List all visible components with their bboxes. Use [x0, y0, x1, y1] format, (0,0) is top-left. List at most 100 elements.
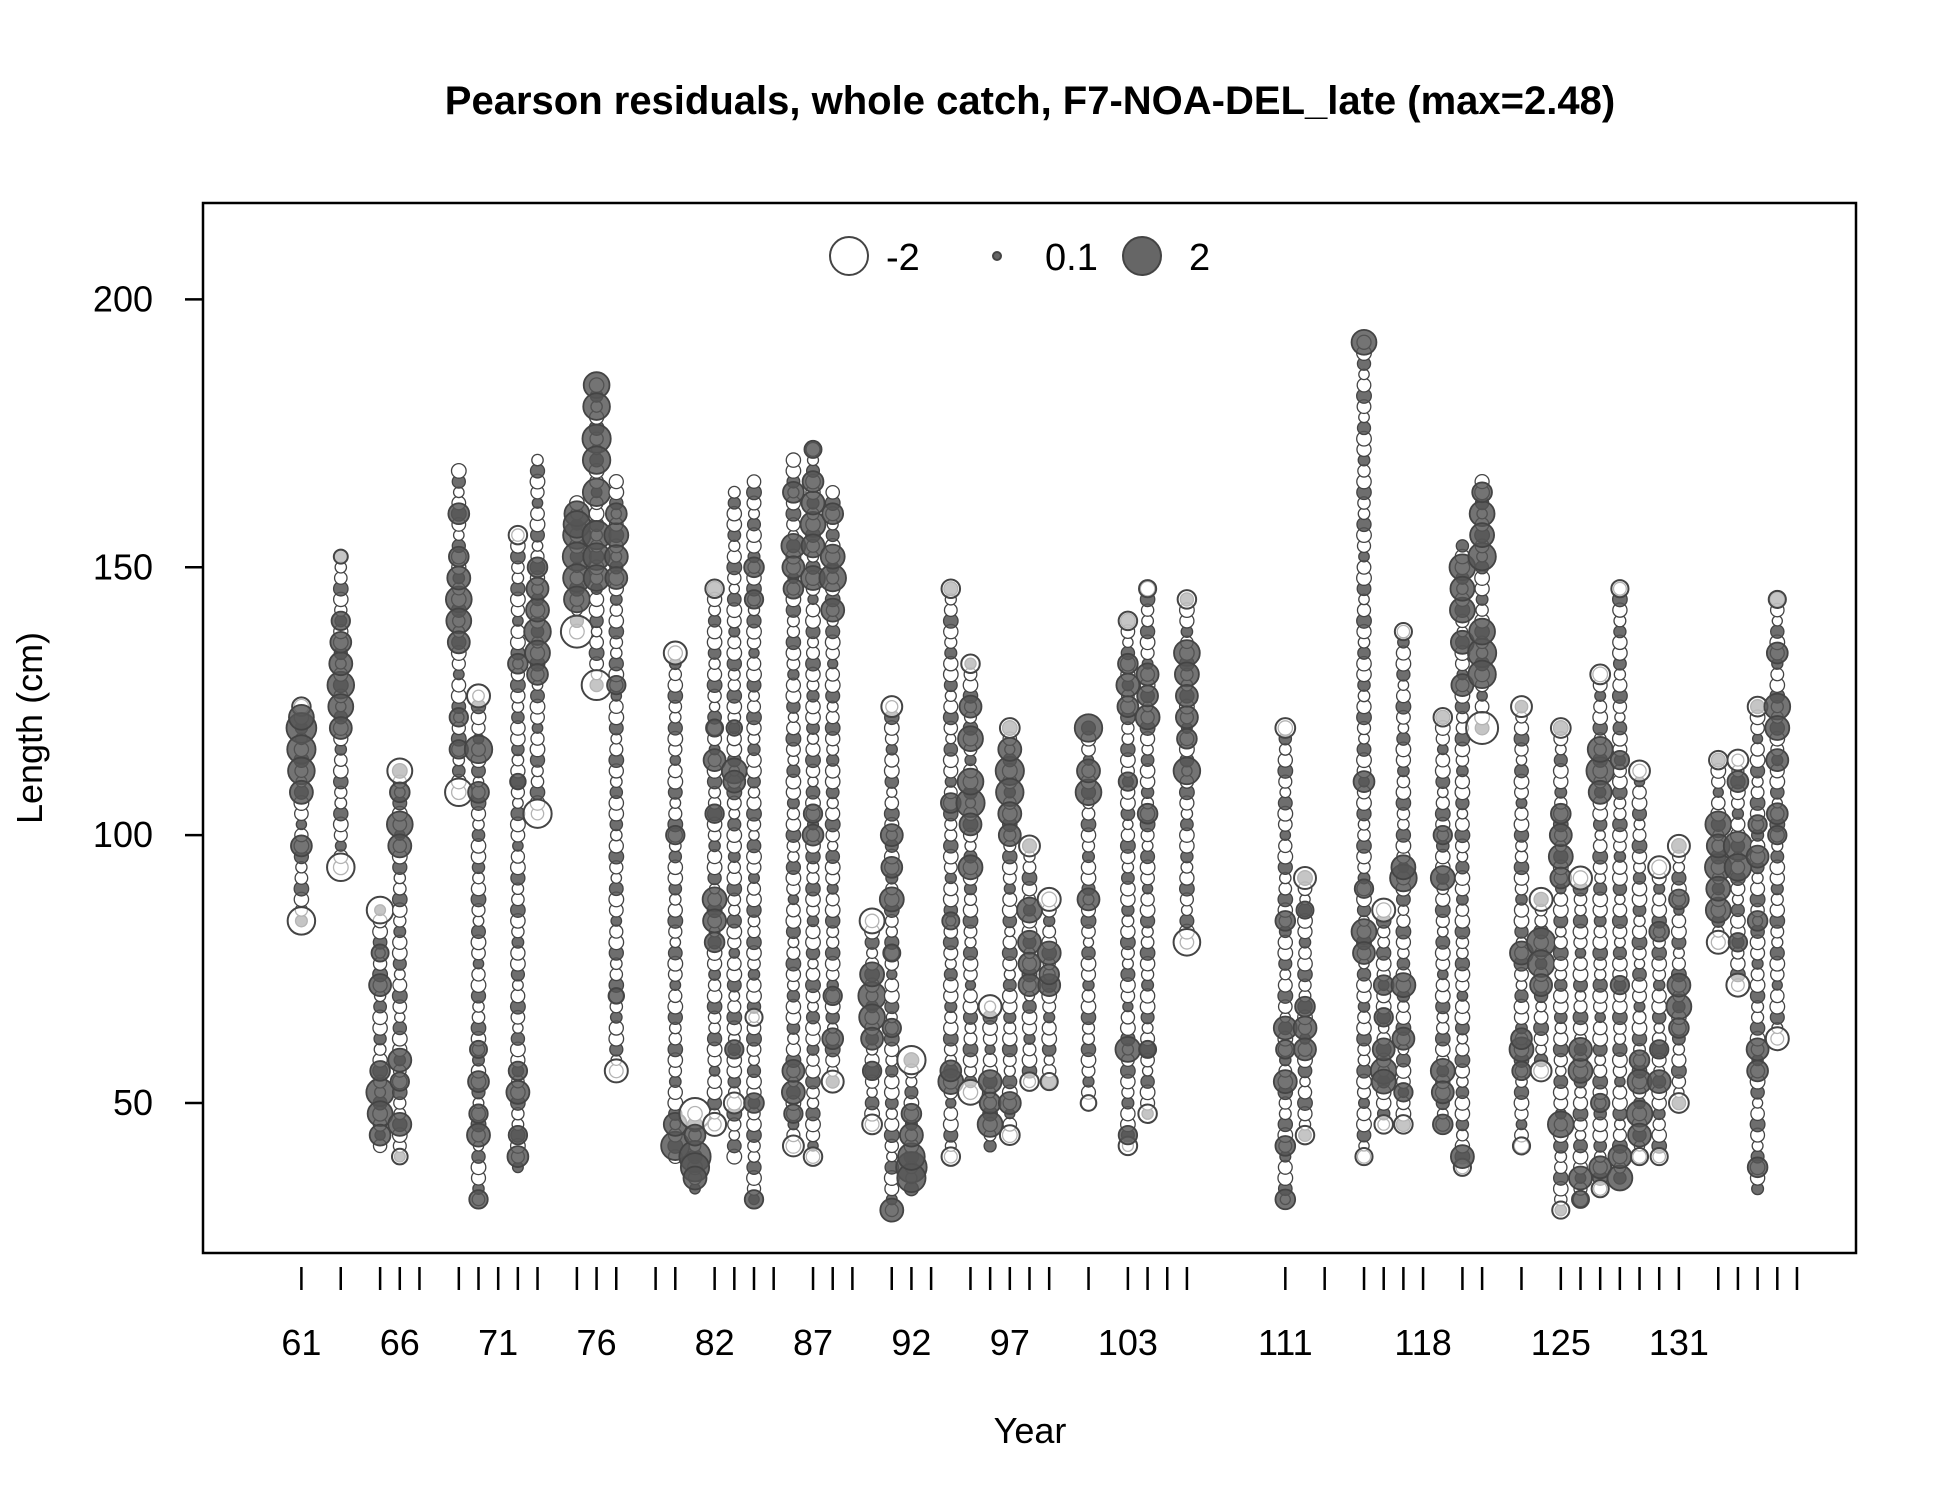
positive-residual-point: [1467, 659, 1497, 690]
positive-residual-point: [1767, 824, 1788, 846]
year-column-91: [878, 695, 905, 1223]
positive-residual-point: [880, 855, 904, 879]
legend: -2 0.1 2: [829, 236, 1210, 279]
residual-point: [667, 763, 683, 779]
residual-point: [1278, 881, 1293, 896]
residual-point: [1612, 1084, 1628, 1100]
negative-residual-point: [1039, 1072, 1059, 1092]
x-tick-label: 61: [281, 1322, 321, 1363]
positive-residual-point: [1609, 749, 1631, 771]
year-column-112: [1292, 866, 1318, 1146]
residual-point: [1632, 784, 1647, 800]
positive-residual-point: [1274, 1188, 1297, 1211]
residual-point: [825, 892, 840, 907]
residual-point: [1770, 849, 1785, 864]
positive-residual-point: [682, 1165, 708, 1191]
positive-residual-point: [861, 1060, 883, 1082]
positive-residual-point: [1116, 695, 1140, 718]
positive-residual-point: [446, 565, 472, 591]
positive-residual-point: [467, 1070, 490, 1093]
negative-residual-point: [1551, 1200, 1571, 1220]
negative-residual-point: [1610, 579, 1630, 599]
year-column-70: [463, 683, 494, 1210]
residual-point: [1081, 945, 1096, 961]
positive-residual-point: [881, 1017, 902, 1039]
year-column-136: [1763, 589, 1792, 1052]
positive-residual-point: [1648, 920, 1670, 943]
positive-residual-point: [1587, 779, 1613, 805]
positive-residual-point: [702, 748, 727, 772]
year-column-134: [1722, 748, 1753, 998]
positive-residual-point: [467, 780, 490, 804]
negative-residual-point: [386, 757, 414, 785]
positive-residual-point: [1117, 1124, 1139, 1146]
positive-residual-point: [1292, 1015, 1318, 1041]
residual-point: [825, 849, 841, 864]
residual-point: [1553, 752, 1568, 768]
positive-residual-point: [878, 886, 905, 913]
residual-point: [1435, 795, 1450, 811]
positive-residual-point: [1548, 823, 1573, 847]
x-tick-label: 125: [1531, 1322, 1591, 1363]
negative-residual-point: [1668, 1092, 1690, 1114]
residual-point: [786, 945, 801, 961]
positive-residual-point: [288, 779, 314, 805]
negative-residual-point: [1293, 866, 1317, 890]
year-column-65: [365, 895, 395, 1154]
positive-residual-point: [1526, 949, 1556, 978]
residual-point: [530, 688, 545, 704]
residual-point: [805, 602, 821, 618]
positive-residual-point: [327, 693, 355, 720]
positive-residual-point: [330, 610, 351, 632]
negative-residual-point: [326, 852, 356, 883]
positive-residual-point: [801, 470, 825, 493]
positive-residual-point: [389, 781, 411, 804]
positive-residual-point: [524, 639, 551, 667]
x-tick-label: 111: [1258, 1322, 1313, 1363]
positive-residual-point: [387, 1112, 413, 1137]
positive-residual-point: [859, 961, 885, 988]
residual-point: [746, 881, 762, 896]
positive-residual-point: [822, 985, 843, 1007]
positive-residual-point: [1567, 1058, 1594, 1084]
x-tick-label: 92: [891, 1322, 931, 1363]
residual-point: [1278, 838, 1293, 854]
residual-point: [1612, 902, 1628, 918]
positive-residual-point: [1274, 1135, 1297, 1157]
positive-residual-point: [1272, 1069, 1298, 1094]
residual-point: [825, 710, 840, 725]
residual-point: [707, 614, 722, 628]
x-tick-label: 76: [577, 1322, 617, 1363]
residual-point: [1632, 967, 1647, 982]
positive-residual-point: [879, 823, 904, 847]
year-column-99: [1036, 886, 1062, 1092]
positive-residual-point: [606, 674, 627, 696]
residual-point: [1395, 688, 1411, 704]
positive-residual-point: [722, 769, 747, 794]
positive-residual-point: [607, 987, 626, 1005]
residual-point: [1652, 892, 1667, 907]
residual-point: [668, 806, 683, 821]
positive-residual-point: [1432, 824, 1453, 846]
residual-point: [392, 1020, 408, 1036]
residual-point: [1002, 934, 1018, 950]
positive-residual-point: [1747, 814, 1768, 835]
positive-residual-point: [958, 694, 983, 719]
bubble-layer: [285, 328, 1792, 1223]
x-axis: 61 66 71 76 82 87 92 97 103 111 118 125 131: [281, 1267, 1799, 1363]
positive-residual-point: [1665, 993, 1693, 1020]
positive-residual-point: [469, 1039, 488, 1059]
positive-residual-point: [1668, 888, 1690, 911]
positive-residual-point: [1175, 684, 1199, 708]
positive-residual-point: [1017, 951, 1042, 976]
negative-residual-point: [1705, 929, 1731, 955]
residual-point: [1770, 624, 1785, 639]
residual-point: [1140, 892, 1155, 907]
positive-residual-point: [526, 663, 549, 686]
positive-residual-point: [899, 1122, 924, 1148]
positive-residual-point: [1609, 974, 1631, 996]
negative-residual-point: [957, 1078, 984, 1106]
positive-residual-point: [389, 1071, 410, 1092]
negative-residual-point: [332, 548, 349, 565]
positive-residual-point: [1745, 844, 1770, 869]
